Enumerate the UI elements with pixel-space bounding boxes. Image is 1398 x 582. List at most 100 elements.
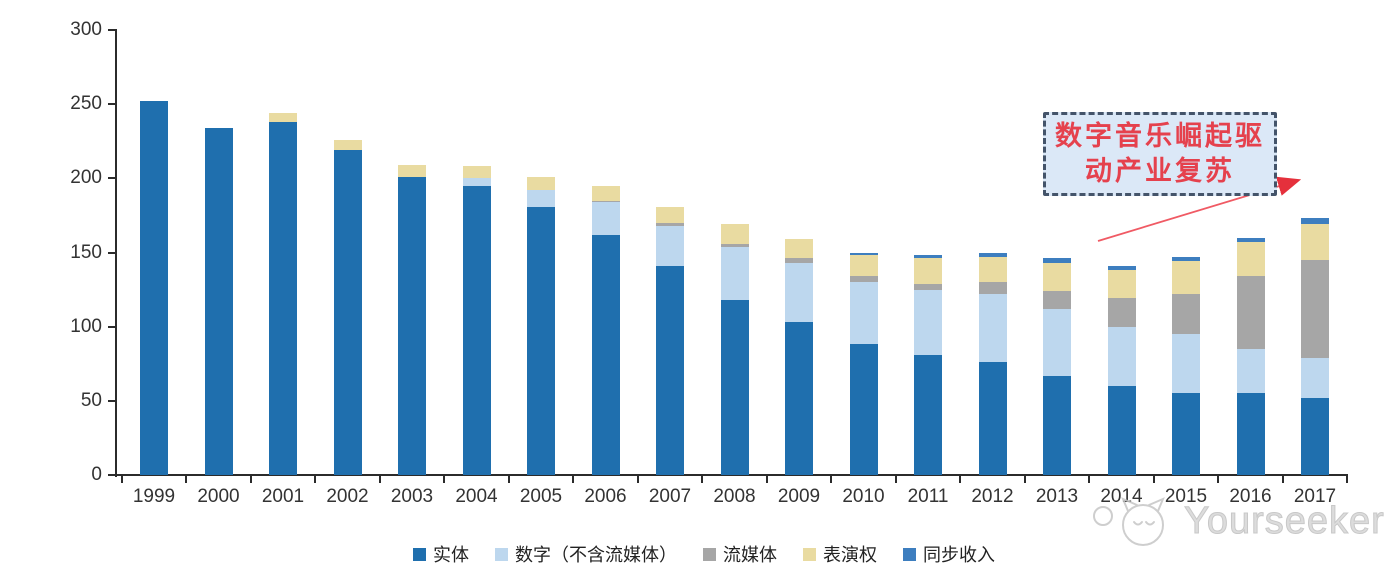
legend-item: 数字（不含流媒体） xyxy=(495,541,677,567)
x-axis-label: 2010 xyxy=(842,486,885,507)
bar-segment-2004 xyxy=(462,178,491,186)
x-axis-tick xyxy=(830,476,833,483)
legend-label: 实体 xyxy=(433,545,469,565)
bar-segment-2007 xyxy=(656,222,684,226)
bar-segment-2002 xyxy=(333,150,362,475)
x-axis-label: 2004 xyxy=(455,486,498,507)
x-axis-label: 2011 xyxy=(907,486,949,507)
bar-segment-2011 xyxy=(914,289,942,355)
bar-segment-2013 xyxy=(1043,375,1071,475)
x-axis-tick xyxy=(378,476,381,483)
bar-segment-2013 xyxy=(1043,258,1071,263)
x-axis-label: 2005 xyxy=(519,486,563,507)
bar-segment-2012 xyxy=(978,256,1007,283)
bar-segment-2007 xyxy=(656,225,684,266)
x-axis-tick xyxy=(249,476,252,483)
y-axis-tick xyxy=(108,325,116,328)
bar-segment-2001 xyxy=(269,121,297,475)
y-axis-tick xyxy=(108,29,116,31)
bar-segment-2006 xyxy=(591,185,620,201)
bar-segment-2001 xyxy=(269,113,297,122)
x-axis-label: 2003 xyxy=(390,486,434,507)
x-axis-label: 2012 xyxy=(971,486,1014,507)
x-axis-tick xyxy=(507,476,510,483)
x-axis-label: 2016 xyxy=(1229,486,1272,507)
bar-segment-2009 xyxy=(785,239,813,259)
x-axis-label: 2000 xyxy=(197,486,240,507)
bar-segment-2013 xyxy=(1043,308,1071,376)
bar-segment-2005 xyxy=(527,190,555,207)
bar-segment-2011 xyxy=(914,255,942,259)
legend-item: 流媒体 xyxy=(703,541,777,567)
x-axis-label: 2007 xyxy=(648,486,692,507)
x-axis-label: 2017 xyxy=(1293,486,1337,507)
x-axis-label: 2002 xyxy=(326,486,369,507)
bar-segment-2016 xyxy=(1236,276,1265,349)
legend-label: 流媒体 xyxy=(723,545,777,565)
legend-swatch-icon xyxy=(703,547,716,561)
legend-swatch-icon xyxy=(495,547,508,561)
x-axis-tick xyxy=(185,476,188,483)
legend-item: 实体 xyxy=(413,541,469,567)
bar-segment-2012 xyxy=(978,362,1007,475)
y-axis-label: 200 xyxy=(70,167,102,189)
bar-segment-2006 xyxy=(591,202,620,235)
legend-label: 数字（不含流媒体） xyxy=(515,545,677,565)
bar-segment-2016 xyxy=(1236,393,1265,475)
bar-segment-2008 xyxy=(720,246,749,300)
y-axis-label: 300 xyxy=(70,19,102,40)
x-axis-tick xyxy=(1152,476,1155,483)
legend-swatch-icon xyxy=(803,547,816,561)
y-axis-label: 250 xyxy=(70,93,102,115)
x-axis-label: 2013 xyxy=(1035,486,1079,507)
bar-segment-2010 xyxy=(849,282,878,345)
legend-swatch-icon xyxy=(413,547,426,561)
x-axis-tick xyxy=(572,476,575,483)
bar-segment-2010 xyxy=(849,255,878,277)
bar-segment-2016 xyxy=(1236,242,1265,277)
y-axis-label: 0 xyxy=(91,464,102,485)
bar-segment-2013 xyxy=(1043,262,1071,292)
bar-segment-2012 xyxy=(978,294,1007,363)
y-axis-tick xyxy=(108,474,116,476)
y-axis-line xyxy=(115,29,117,477)
legend-label: 同步收入 xyxy=(923,545,995,565)
bar-segment-2014 xyxy=(1107,386,1136,475)
x-axis-tick xyxy=(894,476,897,483)
bar-segment-2005 xyxy=(527,206,555,475)
bar-segment-2017 xyxy=(1301,224,1329,260)
legend-label: 表演权 xyxy=(823,545,877,565)
bar-segment-2017 xyxy=(1301,397,1329,475)
bar-segment-2014 xyxy=(1107,326,1136,386)
x-axis-tick xyxy=(314,476,317,483)
bar-segment-2011 xyxy=(914,354,942,475)
bar-segment-2014 xyxy=(1107,298,1136,327)
bar-segment-2015 xyxy=(1172,393,1200,475)
bar-segment-2008 xyxy=(720,243,749,247)
y-axis-tick xyxy=(108,177,116,180)
bar-segment-2005 xyxy=(527,176,555,191)
bar-segment-2008 xyxy=(720,299,749,475)
bar-segment-2008 xyxy=(720,224,749,244)
x-axis-tick xyxy=(636,476,639,483)
x-axis-label: 2008 xyxy=(713,486,756,507)
bar-segment-1999 xyxy=(140,101,168,475)
x-axis-tick xyxy=(1088,476,1091,483)
bar-segment-2014 xyxy=(1107,270,1136,299)
legend-swatch-icon xyxy=(903,547,916,561)
bar-segment-2010 xyxy=(849,344,878,475)
x-axis-tick xyxy=(443,476,446,483)
bar-segment-2016 xyxy=(1236,348,1265,394)
bar-segment-2000 xyxy=(204,127,233,475)
bar-segment-2015 xyxy=(1172,261,1200,295)
bar-segment-2011 xyxy=(914,258,942,284)
bar-segment-2017 xyxy=(1301,357,1329,398)
legend-item: 同步收入 xyxy=(903,541,995,567)
y-axis-label: 100 xyxy=(70,315,102,337)
y-axis-label: 150 xyxy=(70,241,102,263)
bar-segment-2013 xyxy=(1043,291,1071,309)
bar-segment-2004 xyxy=(462,166,491,179)
bar-segment-2010 xyxy=(849,276,878,283)
annotation-line1: 数字音乐崛起驱 xyxy=(1055,120,1265,151)
